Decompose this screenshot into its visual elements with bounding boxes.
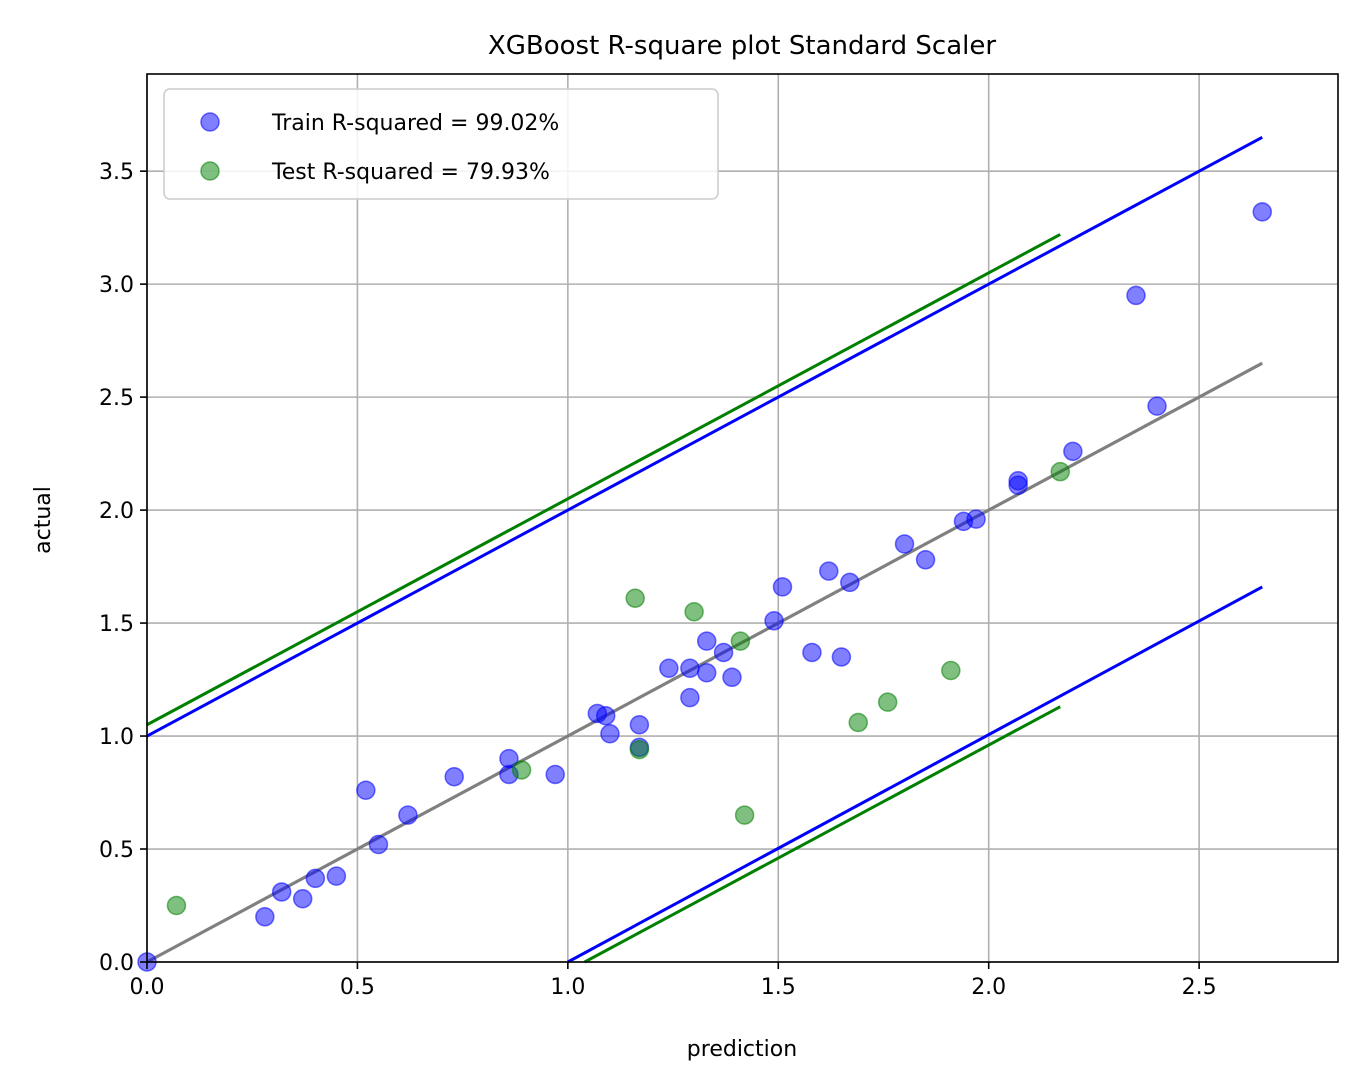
test-point: [684, 602, 704, 622]
test-point: [629, 739, 650, 760]
x-tick-label: 0.5: [340, 975, 375, 1000]
legend-label-train: Train R-squared = 99.02%: [271, 111, 559, 136]
fit-lines: [146, 135, 1264, 964]
y-tick-label: 2.0: [99, 499, 134, 524]
train-point: [444, 766, 464, 787]
test-point: [1050, 461, 1070, 482]
train-point: [271, 882, 292, 902]
test-lower-line: [583, 705, 1061, 964]
y-tick-label: 1.0: [99, 725, 134, 750]
train-point: [772, 577, 793, 597]
chart-title: XGBoost R-square plot Standard Scaler: [488, 31, 996, 61]
train-point: [326, 866, 347, 886]
train-point: [680, 687, 700, 708]
train-point: [696, 663, 717, 683]
test-point: [625, 588, 645, 608]
train-point: [292, 888, 313, 909]
test-point: [848, 712, 868, 733]
test-point: [941, 660, 961, 681]
x-tick-label: 1.5: [761, 975, 796, 1000]
train-point: [600, 724, 620, 744]
plot-frame: [146, 73, 1339, 963]
legend-box: [163, 88, 719, 200]
train-point: [819, 561, 839, 581]
train-point: [915, 550, 936, 570]
x-tick-label: 2.5: [1182, 975, 1217, 1000]
train-point: [696, 631, 717, 651]
y-tick-label: 3.0: [99, 273, 134, 298]
train-point: [802, 642, 822, 663]
train-point: [713, 642, 734, 663]
train-point: [680, 658, 700, 679]
test-point: [730, 631, 751, 651]
y-tick-label: 1.5: [99, 612, 134, 637]
x-tick-label: 1.0: [550, 975, 585, 1000]
train-point: [356, 780, 376, 801]
train-point: [1063, 441, 1083, 462]
train-point: [966, 509, 986, 529]
train-point: [1147, 396, 1167, 416]
train-lower-line: [567, 585, 1263, 964]
test-upper-line: [146, 233, 1061, 727]
grid-lines: [146, 74, 1338, 963]
train-point: [1008, 475, 1028, 495]
test-point: [511, 760, 532, 780]
train-point: [840, 572, 860, 593]
train-point: [722, 667, 742, 688]
y-tick-label: 3.5: [99, 160, 134, 185]
test-point: [877, 692, 898, 712]
legend-label-test: Test R-squared = 79.93%: [271, 160, 550, 185]
legend-marker-train: [200, 112, 220, 132]
x-tick-label: 0.0: [130, 975, 165, 1000]
train-point: [1126, 285, 1146, 306]
train-point: [398, 805, 418, 825]
identity-line: [146, 361, 1264, 964]
train-point: [595, 705, 616, 726]
test-point: [166, 895, 187, 916]
train-point: [1252, 202, 1272, 222]
legend-marker-test: [200, 161, 220, 181]
train-upper-line: [146, 135, 1263, 738]
x-axis-label: prediction: [687, 1037, 797, 1062]
train-point: [545, 764, 565, 785]
x-tick-label: 2.0: [971, 975, 1006, 1000]
scatter-points: [137, 202, 1272, 972]
legend: Train R-squared = 99.02% Test R-squared …: [163, 88, 719, 200]
test-point: [734, 805, 755, 825]
y-axis-label: actual: [31, 486, 56, 554]
train-point: [894, 534, 915, 554]
y-tick-label: 0.0: [99, 951, 134, 976]
train-point: [764, 611, 784, 631]
train-point: [368, 834, 389, 855]
x-axis-ticks: 0.0 0.5 1.0 1.5 2.0 2.5: [130, 962, 1217, 1000]
train-point: [831, 647, 852, 667]
y-tick-label: 2.5: [99, 386, 134, 411]
y-axis-ticks: 0.0 0.5 1.0 1.5 2.0 2.5 3.0 3.5: [99, 160, 147, 976]
train-point: [629, 714, 650, 735]
train-point: [255, 907, 275, 927]
train-point: [305, 868, 326, 889]
y-tick-label: 0.5: [99, 838, 134, 863]
train-point: [659, 658, 679, 679]
